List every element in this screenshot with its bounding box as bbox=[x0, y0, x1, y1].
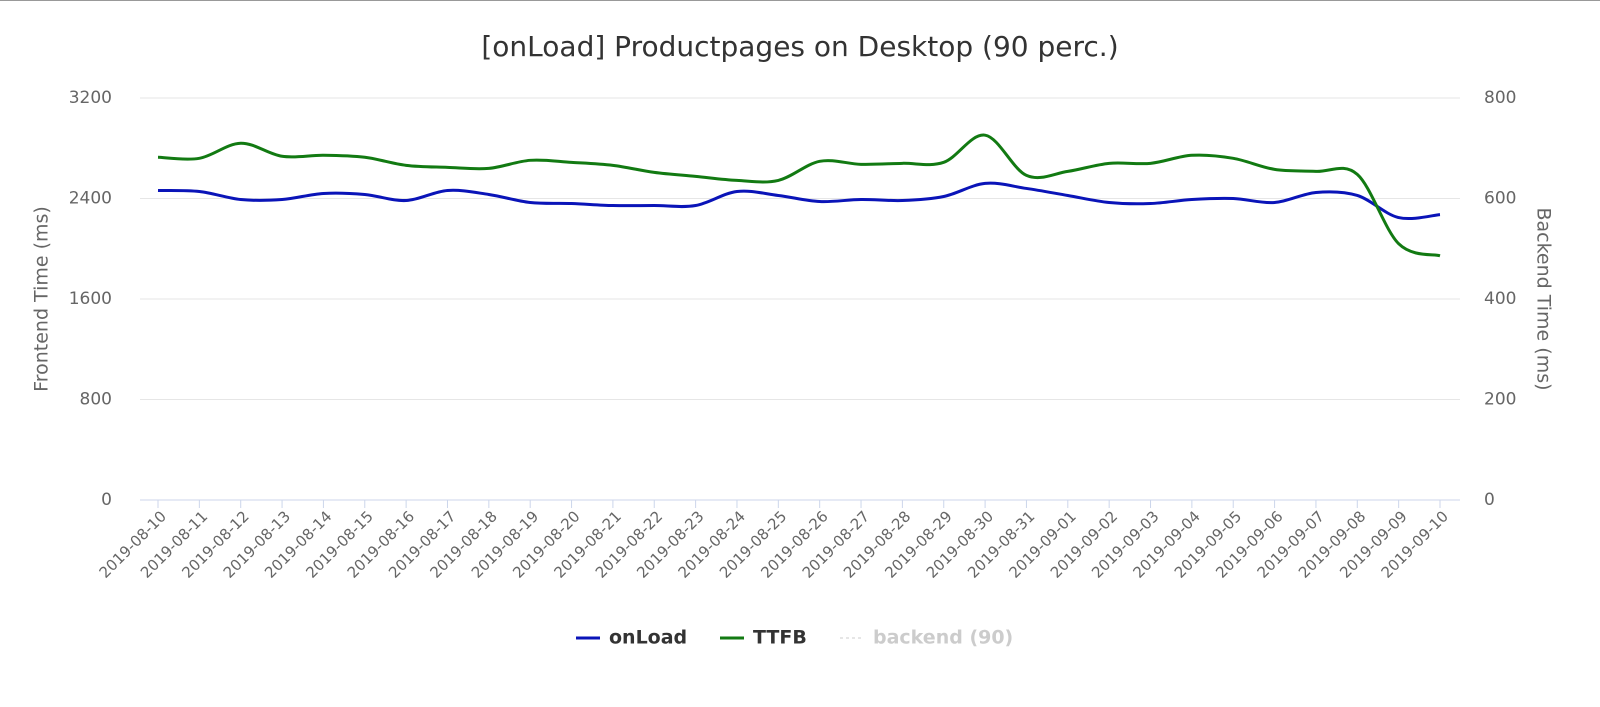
y-tick-label: 1600 bbox=[69, 289, 112, 309]
y-axis-title: Frontend Time (ms) bbox=[31, 206, 53, 392]
y2-axis-title: Backend Time (ms) bbox=[1533, 207, 1555, 390]
legend-entry[interactable]: TTFB bbox=[753, 627, 807, 649]
y2-tick-label: 200 bbox=[1484, 390, 1516, 410]
y2-tick-label: 0 bbox=[1484, 490, 1495, 510]
y-tick-label: 0 bbox=[101, 490, 112, 510]
chart-title: [onLoad] Productpages on Desktop (90 per… bbox=[481, 30, 1118, 63]
line-series bbox=[157, 133, 1441, 258]
legend-entry[interactable]: onLoad bbox=[609, 627, 687, 649]
line-series bbox=[157, 181, 1441, 221]
y2-tick-label: 400 bbox=[1484, 289, 1516, 309]
y2-tick-label: 600 bbox=[1484, 189, 1516, 209]
y-tick-label: 800 bbox=[80, 390, 112, 410]
y2-tick-label: 800 bbox=[1484, 88, 1516, 108]
legend-entry[interactable]: backend (90) bbox=[873, 627, 1013, 649]
y-tick-label: 2400 bbox=[69, 189, 112, 209]
y-tick-label: 3200 bbox=[69, 88, 112, 108]
